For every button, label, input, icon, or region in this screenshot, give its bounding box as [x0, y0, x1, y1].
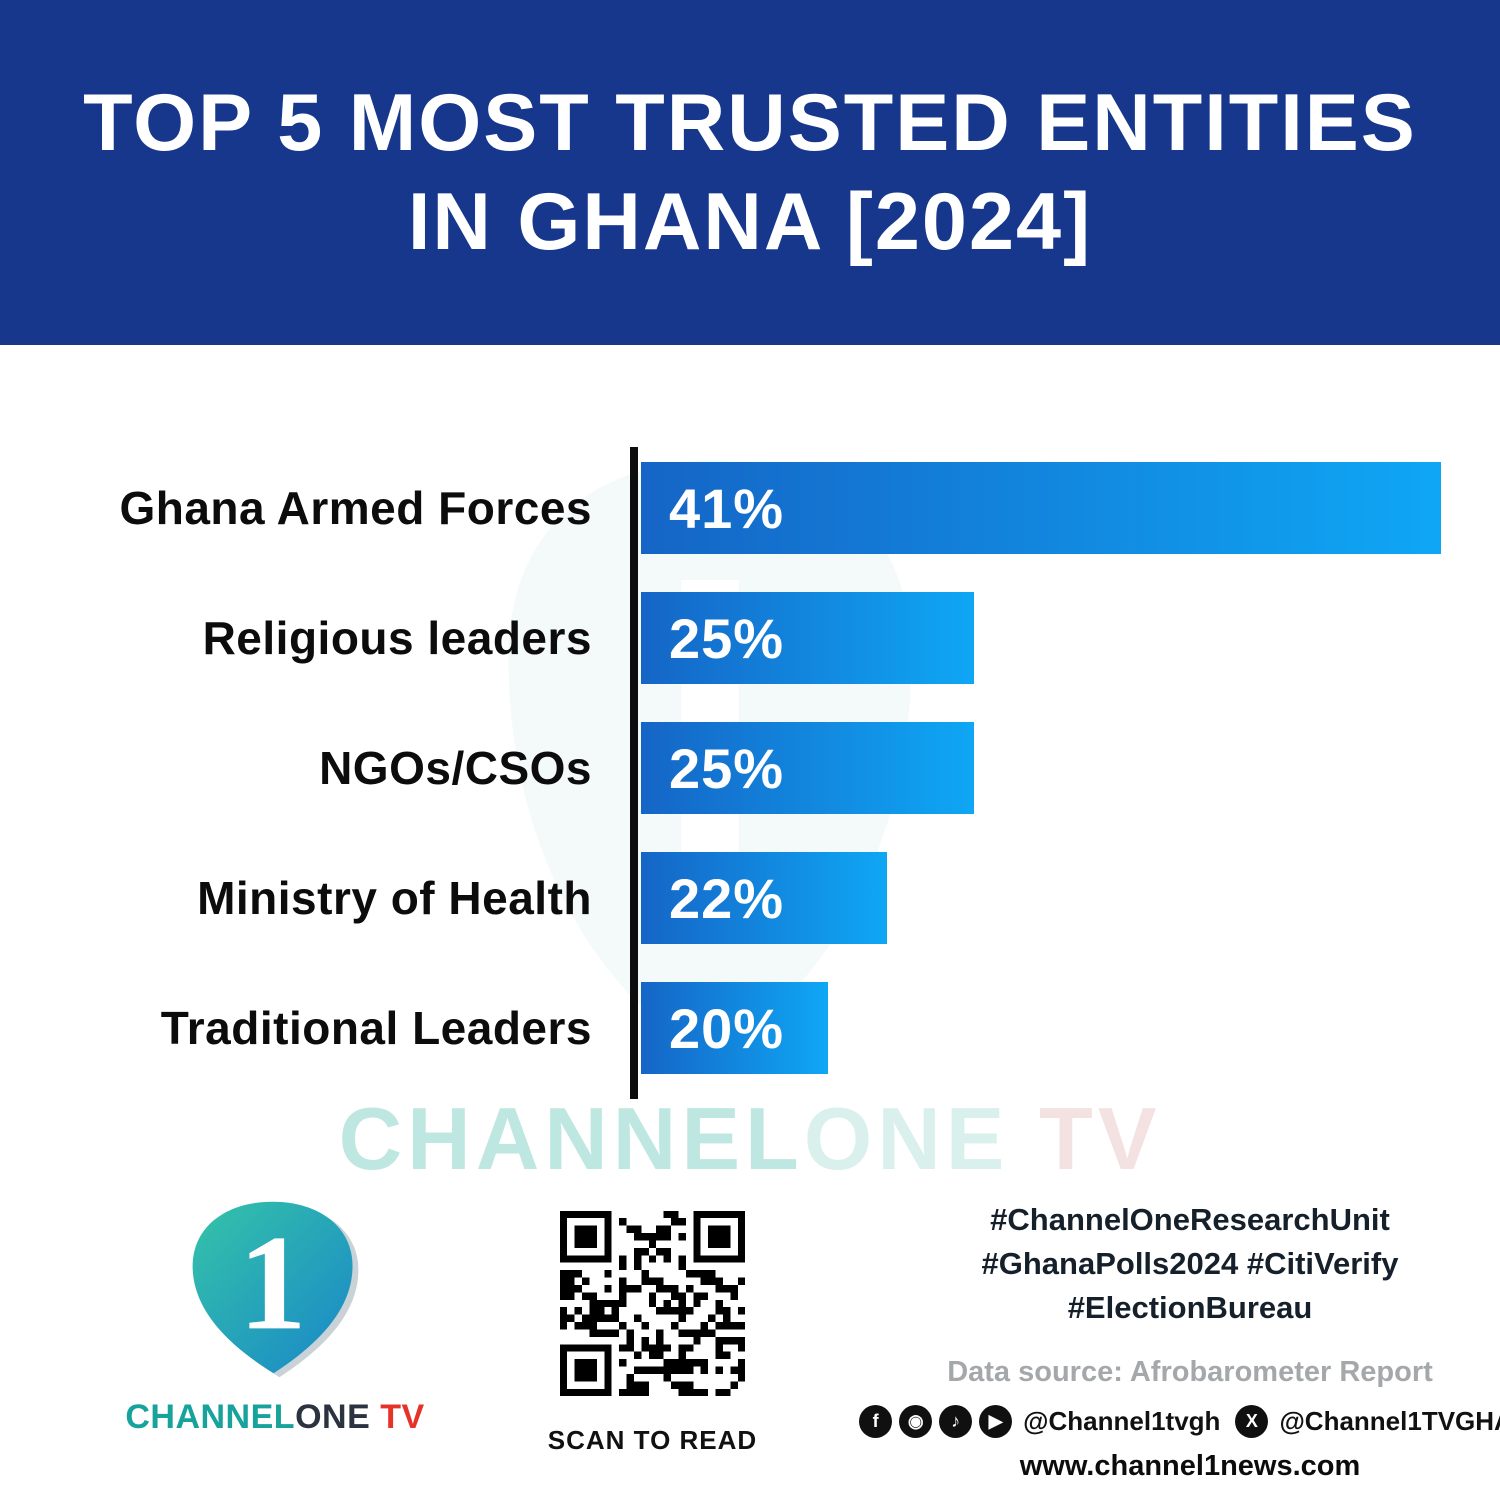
logo-text-channel: CHANNEL — [125, 1398, 296, 1436]
tiktok-icon[interactable]: ♪ — [939, 1405, 973, 1439]
logo-text-one: ONE — [295, 1398, 371, 1436]
category-label: Ministry of Health — [197, 872, 592, 924]
page-title-line1: TOP 5 MOST TRUSTED ENTITIES — [83, 77, 1417, 168]
brand-watermark-one: ONE — [803, 1089, 1010, 1188]
facebook-icon[interactable]: f — [859, 1405, 893, 1439]
logo-text-tv: TV — [370, 1398, 425, 1436]
brand-watermark: CHANNELONE TV — [0, 1088, 1500, 1190]
chart-row: Ministry of Health 22% — [0, 852, 1500, 944]
chart-row: Traditional Leaders 20% — [0, 982, 1500, 1074]
bar: 20% — [641, 982, 828, 1074]
hashtag-line3: #ElectionBureau — [1067, 1290, 1313, 1326]
brand-watermark-tv: TV — [1009, 1089, 1162, 1188]
qr-block: SCAN TO READ — [545, 1196, 760, 1456]
x-twitter-icon[interactable]: X — [1235, 1405, 1269, 1439]
youtube-icon[interactable]: ▶ — [979, 1405, 1013, 1439]
chart-row: NGOs/CSOs 25% — [0, 722, 1500, 814]
header-banner: TOP 5 MOST TRUSTED ENTITIES IN GHANA [20… — [0, 0, 1500, 345]
hashtag-line1: #ChannelOneResearchUnit — [990, 1202, 1390, 1237]
bar-zone: 22% — [641, 852, 887, 944]
website-url[interactable]: www.channel1news.com — [1019, 1450, 1361, 1483]
instagram-icon[interactable]: ◉ — [899, 1405, 933, 1439]
bar: 25% — [641, 592, 974, 684]
bar-value-label: 25% — [669, 736, 785, 800]
data-source-note: Data source: Afrobarometer Report — [947, 1356, 1433, 1389]
hashtags: #ChannelOneResearchUnit #GhanaPolls2024 … — [920, 1198, 1460, 1330]
chart-axis — [630, 447, 638, 1099]
bar: 41% — [641, 462, 1441, 554]
bar-chart: Ghana Armed Forces 41% Religious leaders… — [0, 462, 1500, 1112]
bar-value-label: 41% — [669, 476, 785, 540]
bar-value-label: 25% — [669, 606, 785, 670]
hashtag-line2: #GhanaPolls2024 #CitiVerify — [981, 1246, 1399, 1282]
bar: 22% — [641, 852, 887, 944]
channel-one-logo-icon: 1 — [192, 1201, 358, 1378]
category-label: Ghana Armed Forces — [119, 482, 592, 534]
bar: 25% — [641, 722, 974, 814]
qr-caption: SCAN TO READ — [547, 1425, 758, 1455]
bar-value-label: 22% — [669, 866, 785, 930]
chart-row: Religious leaders 25% — [0, 592, 1500, 684]
chart-row: Ghana Armed Forces 41% — [0, 462, 1500, 554]
page-title-line2: IN GHANA [2024] — [407, 176, 1093, 267]
social-handle-primary[interactable]: @Channel1tvgh — [1023, 1406, 1221, 1437]
category-label: Religious leaders — [202, 612, 592, 664]
social-handle-x[interactable]: @Channel1TVGHA — [1279, 1406, 1500, 1437]
channel-one-logo-block: 1 CHANNELONE TV — [120, 1190, 430, 1437]
bar-value-label: 20% — [669, 996, 785, 1060]
social-row: f ◉ ♪ ▶ @Channel1tvgh X @Channel1TVGHA — [859, 1405, 1500, 1439]
category-label: Traditional Leaders — [160, 1002, 592, 1054]
page-title: TOP 5 MOST TRUSTED ENTITIES IN GHANA [20… — [0, 74, 1500, 272]
qr-code — [545, 1196, 760, 1411]
channel-one-logo-text: CHANNELONE TV — [120, 1398, 430, 1437]
category-label: NGOs/CSOs — [319, 742, 592, 794]
bar-zone: 25% — [641, 592, 974, 684]
bar-zone: 41% — [641, 462, 1441, 554]
bar-zone: 20% — [641, 982, 828, 1074]
brand-watermark-channel: CHANNEL — [338, 1089, 804, 1188]
svg-text:1: 1 — [238, 1206, 306, 1358]
bar-zone: 25% — [641, 722, 974, 814]
footer-info-block: #ChannelOneResearchUnit #GhanaPolls2024 … — [859, 1198, 1500, 1483]
